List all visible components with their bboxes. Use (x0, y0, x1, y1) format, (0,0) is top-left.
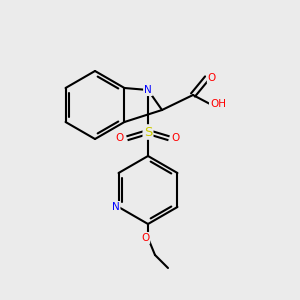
Text: O: O (116, 133, 124, 143)
Text: S: S (144, 125, 152, 139)
Text: N: N (112, 202, 119, 212)
Text: O: O (141, 233, 149, 243)
Text: OH: OH (210, 99, 226, 109)
Text: O: O (172, 133, 180, 143)
Text: O: O (208, 73, 216, 83)
Text: N: N (144, 85, 152, 95)
